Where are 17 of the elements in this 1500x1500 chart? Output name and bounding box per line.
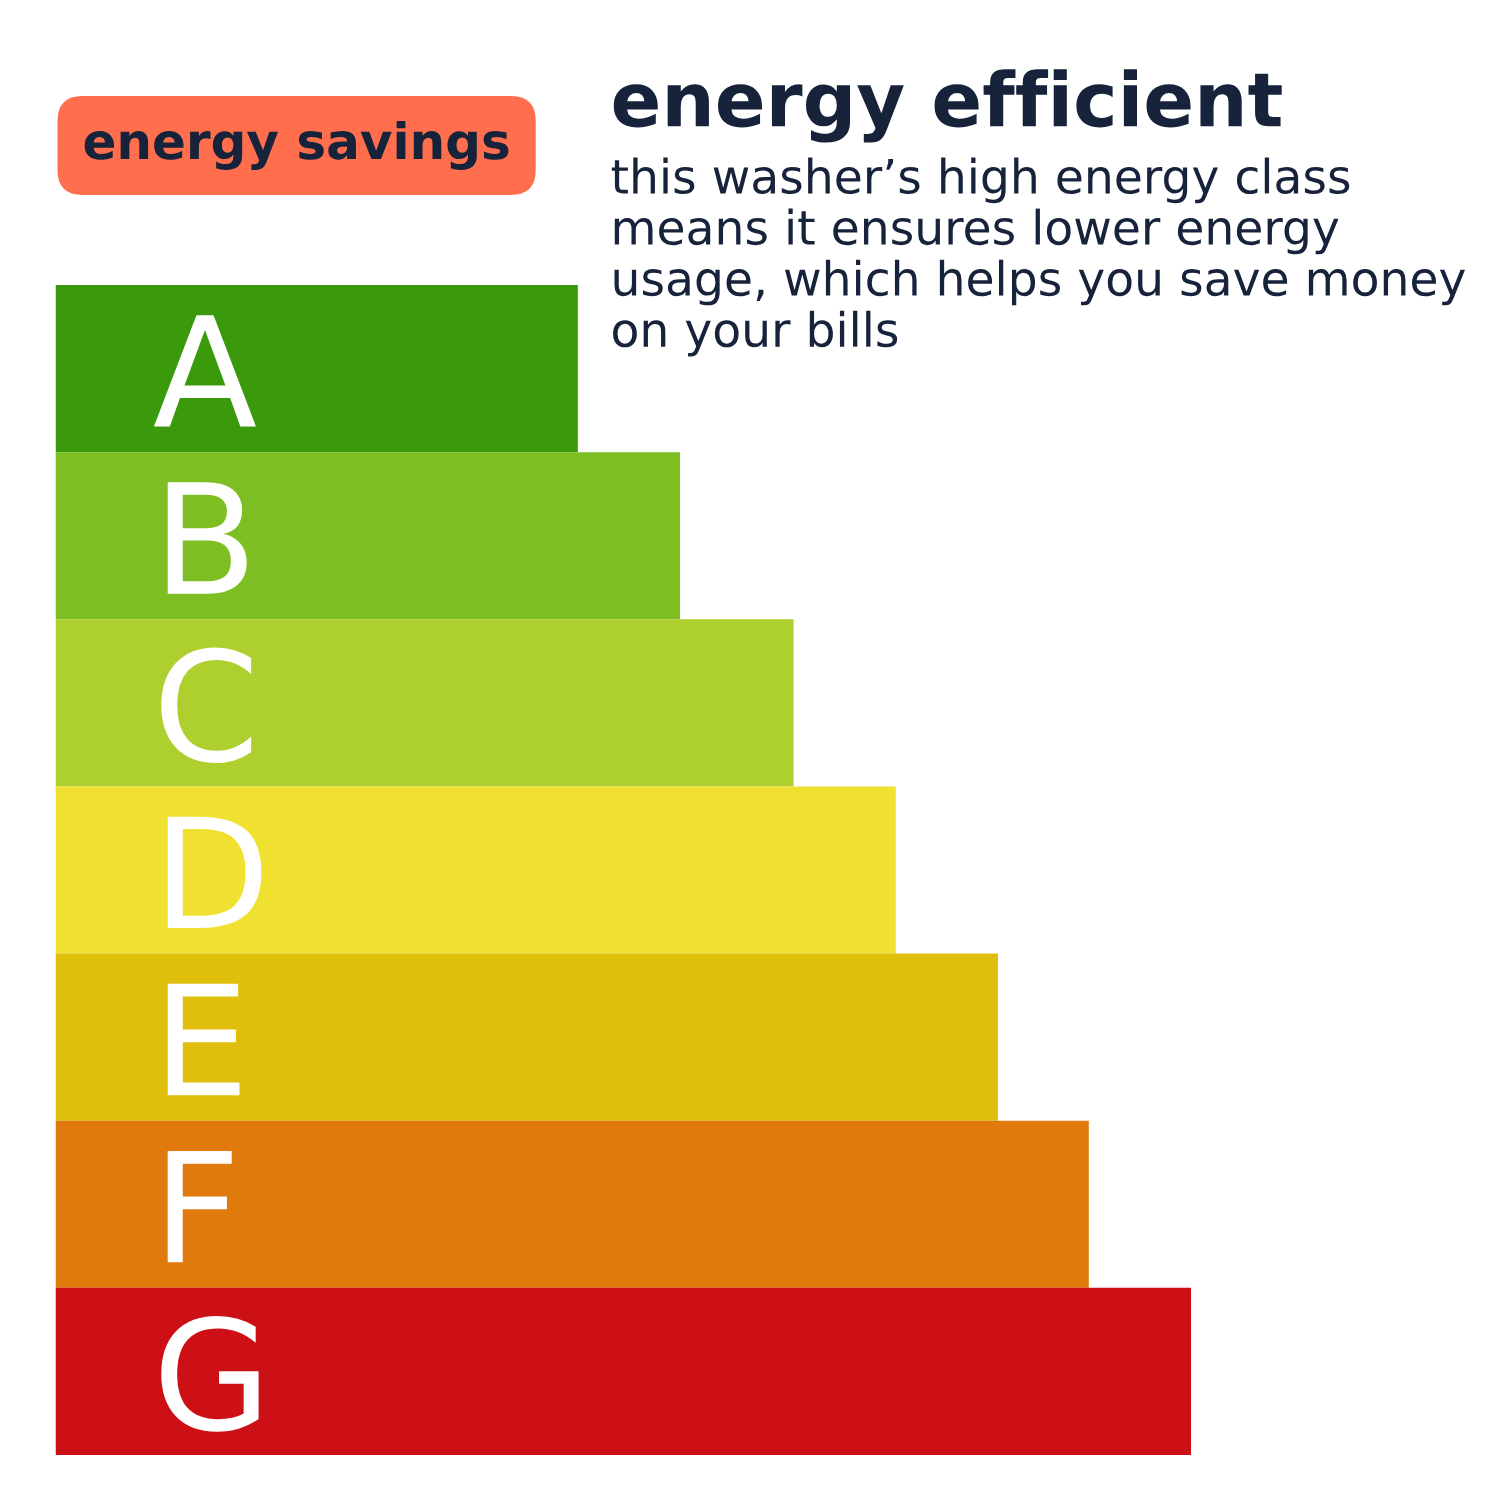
bar <box>55 452 681 620</box>
y-tick-label: E <box>167 983 240 1096</box>
bar <box>55 786 896 954</box>
bar <box>55 1287 1191 1455</box>
chart-title: energy efficient <box>613 69 1282 143</box>
text: energy savings <box>84 121 509 170</box>
bar <box>55 1120 1089 1288</box>
y-tick-label: C <box>161 647 252 764</box>
y-tick-label: D <box>167 816 262 929</box>
bar <box>55 619 794 787</box>
y-tick-label: G <box>161 1316 259 1432</box>
y-tick-label: F <box>167 1150 232 1263</box>
y-tick-label: A <box>153 315 256 427</box>
chart-subtitle: this washer’s high energy class means it ensures lower energy usage, which helps you save money on your bills <box>611 157 1466 357</box>
bar <box>55 285 578 453</box>
y-tick-label: B <box>167 482 247 594</box>
bar <box>55 953 998 1121</box>
